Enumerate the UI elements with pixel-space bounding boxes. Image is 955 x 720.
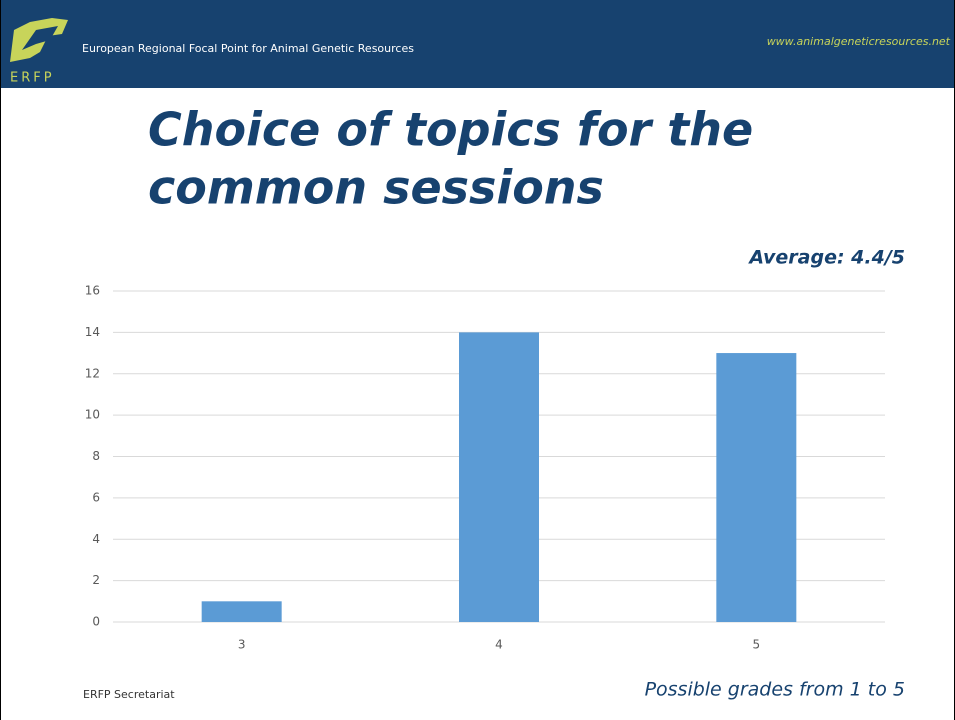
y-tick-label: 14	[85, 325, 100, 339]
header-bar	[0, 0, 955, 88]
annotation: Average: 4.4/5	[747, 247, 905, 269]
logo-text: ERFP	[10, 71, 55, 86]
header-url: www.animalgeneticresources.net	[767, 35, 951, 48]
x-tick-label: 4	[495, 638, 503, 652]
logo	[10, 18, 68, 62]
logo-icon-cut	[22, 26, 58, 50]
bar	[459, 332, 539, 622]
bar	[201, 601, 282, 622]
title-line: common sessions	[148, 161, 604, 215]
y-tick-label: 8	[92, 449, 100, 463]
y-tick-label: 6	[92, 490, 100, 504]
header-org: European Regional Focal Point for Animal…	[82, 42, 414, 55]
x-tick-label: 3	[238, 638, 246, 652]
title-line: Choice of topics for the	[148, 103, 753, 157]
y-tick-label: 10	[85, 408, 100, 422]
note: Possible grades from 1 to 5	[645, 679, 905, 701]
y-tick-label: 12	[85, 366, 100, 380]
x-tick-label: 5	[753, 638, 761, 652]
footer-left: ERFP Secretariat	[83, 688, 175, 701]
y-tick-label: 0	[92, 615, 100, 629]
bar	[716, 353, 797, 622]
y-tick-label: 4	[92, 532, 100, 546]
y-tick-label: 2	[92, 573, 100, 587]
y-tick-label: 16	[85, 284, 100, 298]
